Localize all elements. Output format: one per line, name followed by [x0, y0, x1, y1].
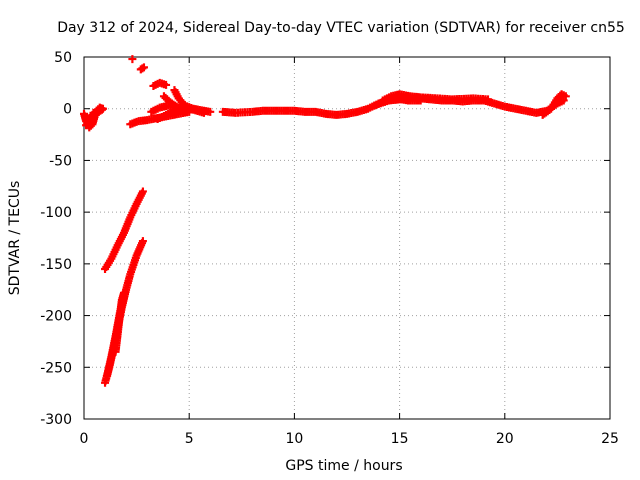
- y-tick-label: -150: [40, 257, 72, 273]
- x-tick-label: 25: [601, 431, 619, 447]
- series-track-top-spot-2: [136, 63, 148, 74]
- x-axis-label: GPS time / hours: [285, 458, 402, 474]
- series-track-arc-3: [170, 86, 215, 116]
- data-point: [416, 96, 425, 105]
- y-tick-label: 0: [63, 102, 72, 118]
- series-track-lower-band-c: [111, 288, 128, 356]
- x-tick-label: 0: [80, 431, 89, 447]
- data-point: [483, 95, 492, 104]
- data-point: [206, 107, 215, 116]
- y-tick-label: -250: [40, 360, 72, 376]
- data-point: [138, 187, 147, 196]
- data-point: [180, 105, 189, 114]
- y-tick-label: -100: [40, 205, 72, 221]
- data-point: [97, 105, 106, 114]
- y-tick-label: -50: [49, 153, 72, 169]
- x-tick-label: 20: [496, 431, 514, 447]
- series-track-top-spot-1: [128, 55, 137, 64]
- data-points: [80, 55, 570, 387]
- data-point: [561, 92, 570, 101]
- axis-ticks: 0 5 10 15 20 25 50 0 -50 -100 -150 -200 -250 -300: [40, 50, 619, 447]
- grid: [84, 57, 610, 419]
- x-tick-label: 10: [285, 431, 303, 447]
- data-point: [162, 80, 171, 89]
- data-point: [119, 288, 128, 297]
- data-point: [139, 63, 148, 72]
- y-axis-label: SDTVAR / TECUs: [7, 181, 23, 296]
- y-tick-label: -300: [40, 412, 72, 428]
- chart-title: Day 312 of 2024, Sidereal Day-to-day VTE…: [57, 20, 625, 36]
- series-track-arc-5: [149, 78, 171, 90]
- series-track-main-flat-3: [370, 94, 425, 110]
- series-track-early-dip-2: [82, 105, 106, 130]
- y-tick-label: -200: [40, 309, 72, 325]
- x-tick-label: 15: [391, 431, 409, 447]
- data-point: [128, 55, 137, 64]
- x-tick-label: 5: [185, 431, 194, 447]
- plot-frame: [83, 56, 611, 420]
- series-track-end-tail: [538, 90, 570, 119]
- data-point: [138, 237, 147, 246]
- y-tick-label: 50: [54, 50, 72, 66]
- series-track-main-flat: [218, 94, 568, 119]
- series-track-arc-4: [159, 92, 189, 114]
- series-track-upper-diagonal: [101, 187, 147, 274]
